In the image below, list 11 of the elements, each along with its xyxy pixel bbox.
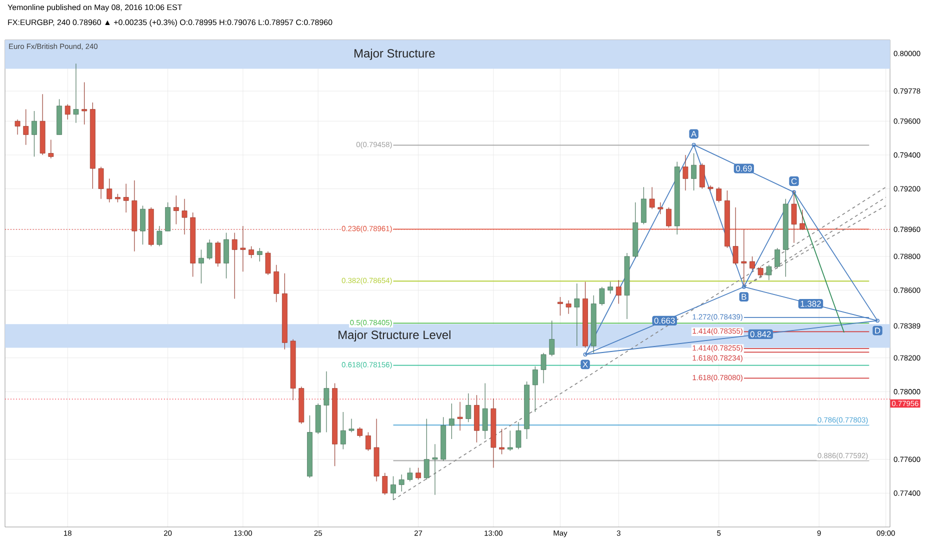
series-label: D	[875, 328, 880, 334]
series-label: A	[691, 131, 697, 137]
series-label: X	[582, 361, 588, 368]
band-label: Major Structure	[354, 48, 435, 60]
series-label: 1.382	[800, 300, 821, 307]
series-label: 0.842	[750, 331, 771, 338]
band-label: Major Structure Level	[338, 330, 450, 342]
series-label: C	[791, 178, 797, 184]
series-label: 0.663	[654, 318, 675, 324]
series-label: B	[742, 294, 746, 300]
series-label: 0.69	[736, 166, 752, 172]
